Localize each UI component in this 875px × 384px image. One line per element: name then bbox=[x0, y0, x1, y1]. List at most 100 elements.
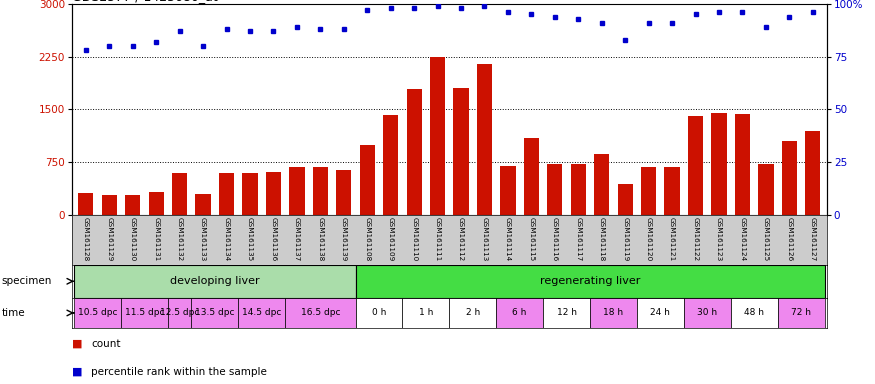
Text: 10.5 dpc: 10.5 dpc bbox=[78, 308, 117, 318]
Text: specimen: specimen bbox=[2, 276, 52, 286]
Bar bbox=[641, 167, 656, 215]
Text: GSM161111: GSM161111 bbox=[435, 217, 441, 261]
Text: GSM161127: GSM161127 bbox=[809, 217, 816, 261]
Text: GSM161139: GSM161139 bbox=[340, 217, 346, 261]
Bar bbox=[430, 57, 445, 215]
Bar bbox=[266, 172, 281, 215]
Text: GSM161119: GSM161119 bbox=[622, 217, 628, 261]
Text: GSM161123: GSM161123 bbox=[716, 217, 722, 261]
Text: GSM161135: GSM161135 bbox=[247, 217, 253, 261]
Text: GSM161125: GSM161125 bbox=[763, 217, 769, 261]
Text: GSM161133: GSM161133 bbox=[200, 217, 206, 261]
Bar bbox=[78, 193, 94, 215]
Bar bbox=[570, 164, 586, 215]
Text: GSM161116: GSM161116 bbox=[552, 217, 558, 261]
Bar bbox=[172, 173, 187, 215]
Bar bbox=[219, 173, 234, 215]
Text: 18 h: 18 h bbox=[604, 308, 624, 318]
Text: 13.5 dpc: 13.5 dpc bbox=[195, 308, 234, 318]
Bar bbox=[74, 265, 355, 298]
Text: developing liver: developing liver bbox=[170, 276, 260, 286]
Bar bbox=[242, 173, 257, 215]
Bar bbox=[547, 164, 563, 215]
Text: count: count bbox=[91, 339, 121, 349]
Bar bbox=[781, 141, 797, 215]
Text: GSM161120: GSM161120 bbox=[646, 217, 652, 261]
Bar bbox=[74, 298, 121, 328]
Bar bbox=[121, 298, 168, 328]
Text: 0 h: 0 h bbox=[372, 308, 386, 318]
Bar bbox=[149, 192, 164, 215]
Text: 12 h: 12 h bbox=[556, 308, 577, 318]
Bar bbox=[102, 195, 117, 215]
Bar bbox=[618, 184, 633, 215]
Text: GSM161137: GSM161137 bbox=[294, 217, 300, 261]
Bar bbox=[688, 116, 704, 215]
Bar bbox=[735, 114, 750, 215]
Bar bbox=[590, 298, 637, 328]
Bar bbox=[524, 137, 539, 215]
Bar bbox=[355, 298, 402, 328]
Text: 48 h: 48 h bbox=[744, 308, 764, 318]
Text: GSM161131: GSM161131 bbox=[153, 217, 159, 261]
Bar bbox=[238, 298, 285, 328]
Text: ■: ■ bbox=[72, 339, 82, 349]
Text: GSM161129: GSM161129 bbox=[106, 217, 112, 261]
Bar bbox=[500, 167, 515, 215]
Bar bbox=[664, 167, 680, 215]
Text: 14.5 dpc: 14.5 dpc bbox=[242, 308, 282, 318]
Text: GSM161128: GSM161128 bbox=[83, 217, 89, 261]
Text: 1 h: 1 h bbox=[418, 308, 433, 318]
Bar bbox=[192, 298, 238, 328]
Bar bbox=[637, 298, 684, 328]
Text: GSM161136: GSM161136 bbox=[270, 217, 276, 261]
Text: GSM161109: GSM161109 bbox=[388, 217, 394, 261]
Bar bbox=[759, 164, 774, 215]
Bar bbox=[285, 298, 355, 328]
Bar bbox=[168, 298, 192, 328]
Bar bbox=[195, 194, 211, 215]
Text: 11.5 dpc: 11.5 dpc bbox=[125, 308, 164, 318]
Bar bbox=[125, 195, 140, 215]
Bar bbox=[496, 298, 543, 328]
Bar bbox=[543, 298, 590, 328]
Text: percentile rank within the sample: percentile rank within the sample bbox=[91, 367, 267, 377]
Text: 6 h: 6 h bbox=[513, 308, 527, 318]
Bar bbox=[731, 298, 778, 328]
Text: GSM161124: GSM161124 bbox=[739, 217, 746, 261]
Bar bbox=[383, 115, 398, 215]
Text: GSM161138: GSM161138 bbox=[318, 217, 324, 261]
Bar bbox=[684, 298, 731, 328]
Text: GSM161113: GSM161113 bbox=[481, 217, 487, 261]
Text: GSM161126: GSM161126 bbox=[787, 217, 793, 261]
Bar bbox=[805, 131, 821, 215]
Text: time: time bbox=[2, 308, 25, 318]
Text: regenerating liver: regenerating liver bbox=[540, 276, 640, 286]
Bar bbox=[450, 298, 496, 328]
Bar bbox=[407, 89, 422, 215]
Text: 12.5 dpc: 12.5 dpc bbox=[160, 308, 200, 318]
Text: 16.5 dpc: 16.5 dpc bbox=[301, 308, 340, 318]
Text: 2 h: 2 h bbox=[466, 308, 480, 318]
Text: GSM161118: GSM161118 bbox=[598, 217, 605, 261]
Text: GSM161134: GSM161134 bbox=[223, 217, 229, 261]
Bar bbox=[402, 298, 450, 328]
Bar bbox=[778, 298, 824, 328]
Text: GSM161132: GSM161132 bbox=[177, 217, 183, 261]
Bar bbox=[355, 265, 824, 298]
Text: 72 h: 72 h bbox=[791, 308, 811, 318]
Bar bbox=[711, 113, 726, 215]
Text: GSM161112: GSM161112 bbox=[458, 217, 464, 261]
Bar bbox=[312, 167, 328, 215]
Text: 30 h: 30 h bbox=[697, 308, 717, 318]
Text: GSM161115: GSM161115 bbox=[528, 217, 535, 261]
Bar bbox=[360, 145, 374, 215]
Text: GSM161117: GSM161117 bbox=[575, 217, 581, 261]
Text: GSM161121: GSM161121 bbox=[669, 217, 676, 261]
Bar bbox=[477, 64, 492, 215]
Text: 24 h: 24 h bbox=[650, 308, 670, 318]
Bar bbox=[290, 167, 304, 215]
Bar bbox=[336, 170, 352, 215]
Text: ■: ■ bbox=[72, 367, 82, 377]
Text: GSM161114: GSM161114 bbox=[505, 217, 511, 261]
